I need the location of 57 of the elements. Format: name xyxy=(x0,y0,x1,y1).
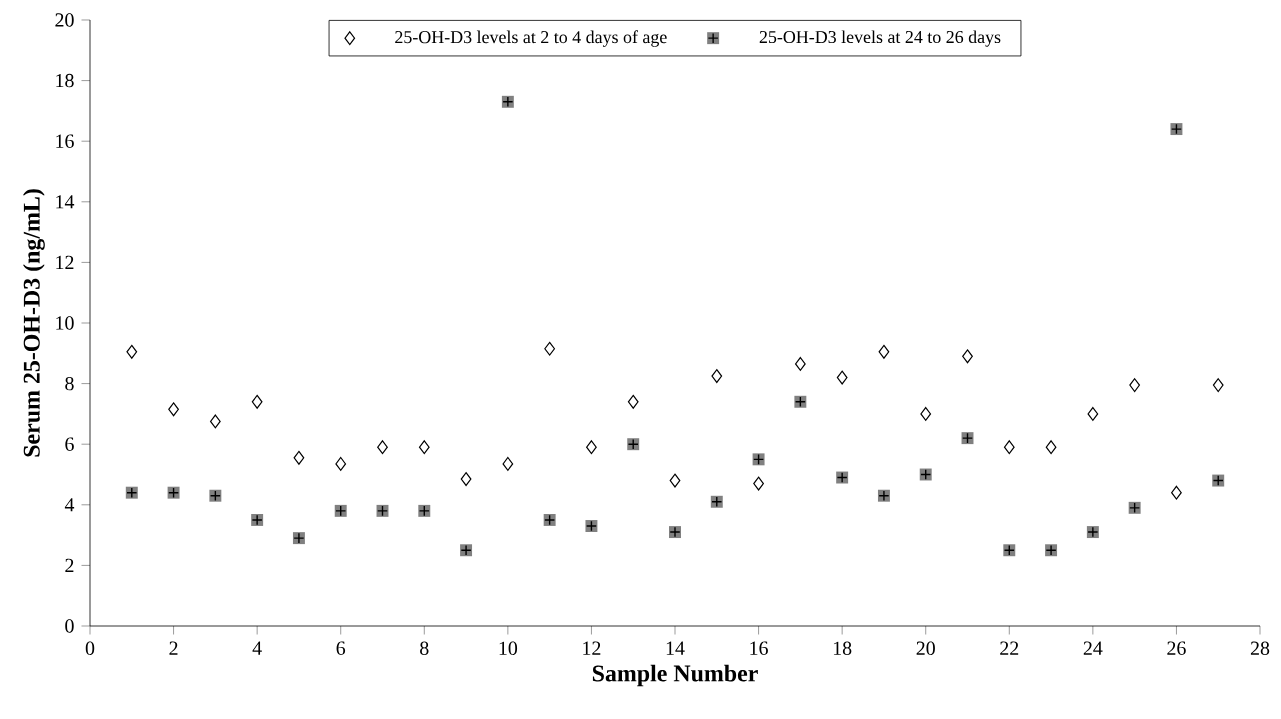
point xyxy=(209,414,221,429)
point xyxy=(168,402,179,417)
point xyxy=(962,349,973,364)
y-tick-label: 16 xyxy=(56,134,74,148)
point xyxy=(920,406,932,421)
y-tick-label: 0 xyxy=(65,619,74,633)
x-axis-title: Sample Number xyxy=(592,664,758,687)
x-tick-label: 14 xyxy=(666,641,685,655)
point xyxy=(126,344,138,359)
y-tick-label: 12 xyxy=(56,255,74,269)
point xyxy=(669,473,681,488)
y-axis-title: Serum 25-OH-D3 (ng/mL) xyxy=(22,189,45,457)
y-tick-label: 10 xyxy=(56,316,74,330)
point xyxy=(1212,378,1224,393)
point xyxy=(627,394,639,409)
x-tick-label: 22 xyxy=(1000,641,1019,655)
point xyxy=(460,472,472,487)
x-tick-label: 8 xyxy=(420,641,429,655)
point xyxy=(1087,406,1099,421)
point xyxy=(878,344,890,359)
point xyxy=(1003,440,1015,455)
x-tick-label: 2 xyxy=(169,641,178,655)
point xyxy=(836,370,848,385)
x-tick-label: 24 xyxy=(1083,641,1103,655)
x-tick-label: 12 xyxy=(583,641,601,655)
point xyxy=(711,369,723,383)
point xyxy=(335,456,347,471)
point xyxy=(544,341,556,356)
x-tick-label: 10 xyxy=(499,641,518,655)
point xyxy=(251,394,263,409)
point xyxy=(293,450,305,465)
point xyxy=(1171,485,1182,500)
x-tick-label: 4 xyxy=(252,641,262,655)
x-tick-label: 18 xyxy=(833,641,852,655)
y-tick-label: 4 xyxy=(64,498,75,512)
y-tick-label: 2 xyxy=(65,558,74,572)
point xyxy=(377,440,388,455)
x-tick-label: 6 xyxy=(336,641,346,655)
y-tick-label: 18 xyxy=(56,73,74,88)
y-tick-label: 20 xyxy=(55,13,74,27)
point xyxy=(586,440,597,455)
point xyxy=(418,440,430,455)
point xyxy=(1129,378,1141,393)
point xyxy=(753,476,764,491)
y-tick-label: 6 xyxy=(65,437,74,451)
point xyxy=(794,356,806,371)
y-tick-label: 8 xyxy=(65,376,74,391)
legend-label: 25-OH-D3 levels at 2 to 4 days of age xyxy=(395,30,667,47)
x-tick-label: 20 xyxy=(916,641,935,655)
legend-label: 25-OH-D3 levels at 24 to 26 days xyxy=(759,30,1001,47)
x-tick-label: 16 xyxy=(750,641,768,655)
point xyxy=(502,456,514,471)
x-tick-label: 26 xyxy=(1167,641,1186,655)
point xyxy=(1045,440,1057,455)
x-tick-label: 0 xyxy=(85,641,95,655)
y-tick-label: 14 xyxy=(56,195,75,209)
x-tick-label: 28 xyxy=(1250,641,1270,655)
